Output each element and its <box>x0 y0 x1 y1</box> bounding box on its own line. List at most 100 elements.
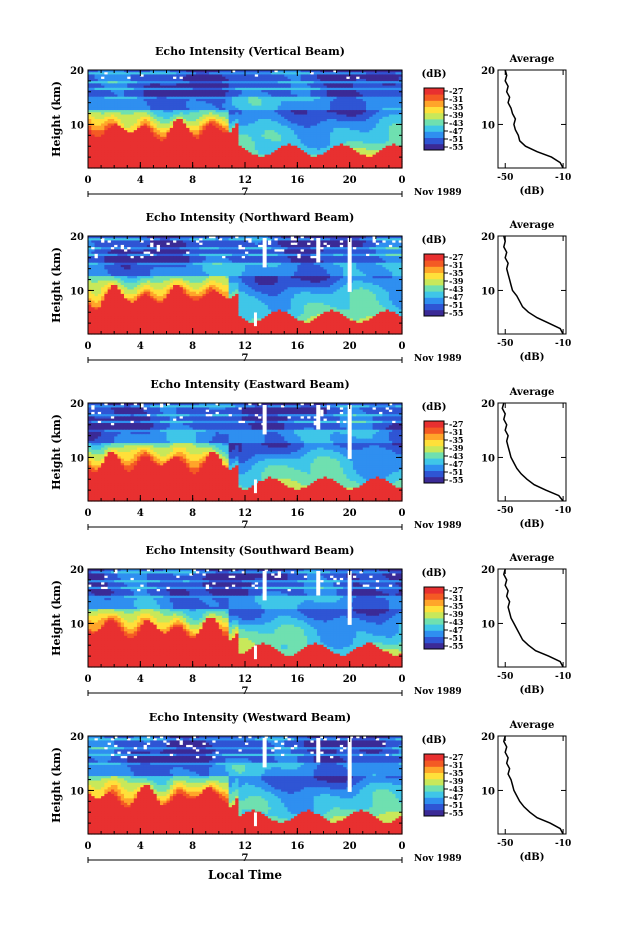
heat-cell <box>117 94 122 98</box>
heat-cell <box>395 96 400 100</box>
heat-cell <box>349 94 354 98</box>
heat-cell <box>323 96 328 100</box>
heat-cell <box>91 76 96 80</box>
heat-cell <box>212 92 217 96</box>
heat-cell <box>123 121 128 125</box>
heat-cell <box>359 119 364 122</box>
heat-cell <box>254 72 259 76</box>
heat-cell <box>107 72 112 76</box>
heat-cell <box>254 119 259 122</box>
heat-cell <box>362 92 367 96</box>
heat-cell <box>140 103 145 107</box>
heat-cell <box>320 98 325 102</box>
heat-cell <box>127 96 132 100</box>
heat-cell <box>356 78 361 82</box>
heat-cell <box>366 90 370 93</box>
heat-cell <box>277 119 282 122</box>
heat-cell <box>343 107 347 111</box>
heat-cell <box>199 87 204 91</box>
heat-cell <box>395 105 400 109</box>
heat-cell <box>241 103 246 107</box>
heat-cell <box>182 74 187 78</box>
heat-cell <box>245 110 249 113</box>
heat-cell <box>362 76 367 80</box>
heat-cell <box>231 112 236 116</box>
heat-cell <box>349 114 354 118</box>
heat-cell <box>316 98 321 102</box>
heat-cell <box>248 87 253 91</box>
heat-cell <box>366 103 370 107</box>
heat-cell <box>326 101 331 105</box>
heat-cell <box>264 107 269 111</box>
heat-cell <box>156 81 161 84</box>
heat-cell <box>235 125 240 129</box>
heat-cell <box>287 96 292 100</box>
heat-cell <box>267 110 272 113</box>
heat-cell <box>127 81 132 84</box>
heat-cell <box>323 74 328 78</box>
heat-cell <box>179 78 184 82</box>
heat-cell <box>379 74 383 78</box>
heat-cell <box>395 85 400 89</box>
heat-cell <box>320 81 325 84</box>
heat-cell <box>114 114 119 118</box>
heat-cell <box>323 83 328 87</box>
heat-cell <box>379 76 383 80</box>
heat-cell <box>352 112 357 116</box>
heat-cell <box>251 119 256 122</box>
heat-cell <box>186 112 190 116</box>
heat-cell <box>209 76 213 80</box>
heat-cell <box>215 78 220 82</box>
heat-cell <box>284 105 289 109</box>
heat-cell <box>104 101 109 105</box>
heat-cell <box>264 116 269 120</box>
heat-cell <box>101 90 105 93</box>
heat-cell <box>356 114 361 118</box>
heat-cell <box>330 83 334 87</box>
heat-cell <box>375 72 380 76</box>
heat-cell <box>254 81 259 84</box>
heat-cell <box>280 119 285 122</box>
heat-cell <box>173 116 177 120</box>
heat-cell <box>258 121 262 125</box>
heat-cell <box>267 116 272 120</box>
heat-cell <box>133 94 138 98</box>
heat-cell <box>156 103 161 107</box>
heat-cell <box>222 98 226 102</box>
heat-cell <box>398 87 403 91</box>
heat-cell <box>392 81 397 84</box>
heat-cell <box>209 81 213 84</box>
heat-cell <box>130 119 135 122</box>
heat-cell <box>192 92 197 96</box>
heat-cell <box>186 78 190 82</box>
heat-cell <box>303 85 308 89</box>
heat-cell <box>392 83 397 87</box>
heat-cell <box>316 74 321 78</box>
heat-cell <box>248 116 253 120</box>
heat-cell <box>245 101 249 105</box>
heat-cell <box>94 98 99 102</box>
heat-cell <box>150 121 155 125</box>
heat-cell <box>235 96 240 100</box>
heat-cell <box>88 74 92 78</box>
heat-cell <box>137 92 141 96</box>
heat-cell <box>205 114 210 118</box>
heat-cell <box>366 110 370 113</box>
heat-cell <box>241 98 246 102</box>
heat-cell <box>114 107 119 111</box>
heat-cell <box>264 83 269 87</box>
heat-cell <box>346 112 351 116</box>
heat-cell <box>290 105 295 109</box>
heat-cell <box>186 70 190 73</box>
heat-cell <box>225 114 230 118</box>
heat-cell <box>300 72 305 76</box>
heat-cell <box>261 74 266 78</box>
heat-cell <box>173 96 177 100</box>
heat-cell <box>120 101 125 105</box>
heat-cell <box>343 83 347 87</box>
heat-cell <box>173 94 177 98</box>
heat-cell <box>392 116 397 120</box>
heat-cell <box>271 121 276 125</box>
heat-cell <box>127 94 132 98</box>
heat-cell <box>120 92 125 96</box>
